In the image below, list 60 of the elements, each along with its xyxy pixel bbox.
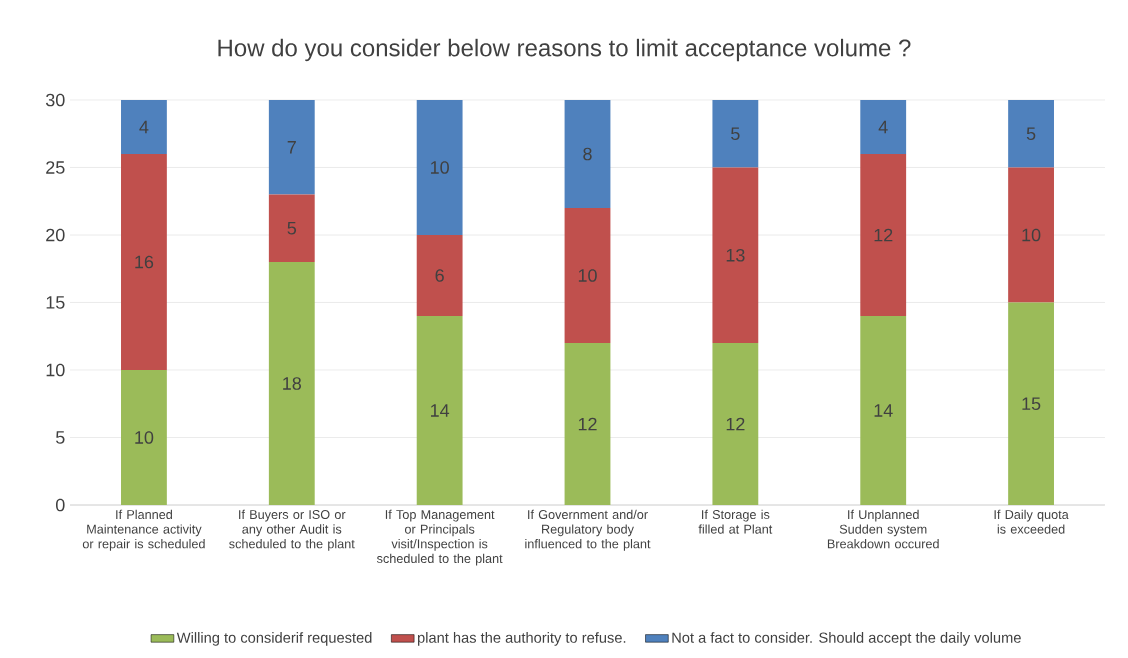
bar xyxy=(1008,167,1054,303)
data-label: 10 xyxy=(578,269,597,282)
x-tick-label: If Top Management or Principals visit/Inspection is scheduled to the plant xyxy=(376,509,503,566)
data-label: 4 xyxy=(878,120,888,134)
x-tick-label: If Government and/or Regulatory body influenced to the plant xyxy=(525,509,651,551)
data-label: 5 xyxy=(731,127,740,141)
data-label: 5 xyxy=(1026,127,1036,141)
bar xyxy=(416,100,463,235)
data-label: 16 xyxy=(135,255,154,269)
bar xyxy=(860,316,907,505)
data-label: 4 xyxy=(139,120,149,134)
bar xyxy=(416,235,463,316)
data-label: 7 xyxy=(287,141,296,154)
bar xyxy=(564,343,611,505)
bar xyxy=(712,100,759,168)
bar xyxy=(121,154,167,370)
data-label: 14 xyxy=(874,404,893,417)
data-label: 12 xyxy=(578,417,597,431)
bar xyxy=(712,167,759,343)
legend-label: Willing to considerif requested xyxy=(176,632,372,646)
data-label: 5 xyxy=(287,221,297,235)
bar xyxy=(268,262,315,505)
bar xyxy=(1008,302,1054,505)
chart-title: How do you consider below reasons to limit acceptance volume ? xyxy=(218,38,911,62)
bar xyxy=(1008,100,1054,168)
bar xyxy=(268,100,315,195)
data-label: 8 xyxy=(583,147,592,161)
legend-label: plant has the authority to refuse. xyxy=(417,632,626,646)
bar xyxy=(121,100,167,154)
bar xyxy=(268,194,315,262)
y-tick-label: 10 xyxy=(46,363,65,377)
y-tick-label: 5 xyxy=(55,431,65,444)
bar xyxy=(416,316,463,505)
x-tick-label: If Planned Maintenance activity or repair is scheduled xyxy=(82,509,205,551)
bar xyxy=(712,343,759,505)
data-label: 10 xyxy=(1022,228,1041,242)
data-label: 6 xyxy=(435,269,444,282)
y-tick-label: 0 xyxy=(55,498,65,512)
data-label: 12 xyxy=(726,417,745,431)
data-label: 13 xyxy=(726,248,745,262)
bar xyxy=(860,154,907,316)
x-tick-label: If Daily quota is exceeded xyxy=(994,509,1069,534)
data-label: 10 xyxy=(431,161,449,174)
data-label: 10 xyxy=(135,431,154,444)
y-tick-label: 25 xyxy=(46,161,65,174)
data-label: 14 xyxy=(431,404,450,417)
x-tick-label: If Storage is filled at Plant xyxy=(698,509,773,534)
bar xyxy=(121,370,167,505)
bar xyxy=(564,208,611,343)
x-tick-label: If Buyers or ISO or any other Audit is scheduled to the plant xyxy=(229,509,355,551)
x-tick-label: If Unplanned Sudden system Breakdown occured xyxy=(827,509,939,549)
y-tick-label: 20 xyxy=(46,228,65,242)
bar xyxy=(564,100,611,208)
data-label: 18 xyxy=(283,377,302,390)
legend-label: Not a fact to consider. Should accept the daily volume xyxy=(672,632,1021,646)
y-tick-label: 15 xyxy=(46,296,65,309)
data-label: 12 xyxy=(874,228,893,242)
y-tick-label: 30 xyxy=(45,93,65,107)
bar xyxy=(860,100,907,154)
data-label: 15 xyxy=(1022,397,1041,411)
